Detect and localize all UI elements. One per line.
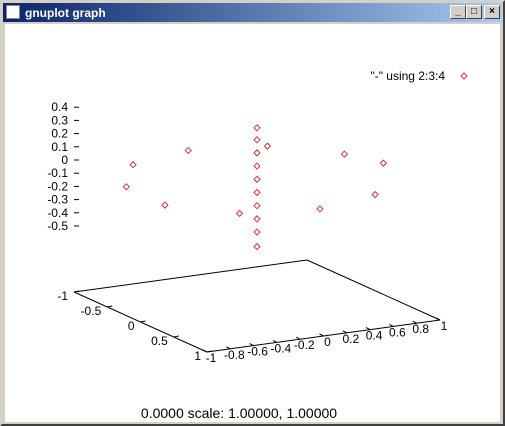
x-tick (202, 349, 208, 353)
data-point (263, 142, 272, 150)
x-tick (295, 336, 301, 340)
data-point (379, 159, 388, 167)
data-point (253, 188, 261, 197)
x-tick (435, 317, 441, 321)
x-tick-label: -1 (206, 351, 217, 365)
y-tick-label: -0.5 (81, 304, 102, 318)
base-edge (73, 259, 308, 293)
y-tick-label: -1 (57, 289, 68, 303)
x-tick (249, 343, 254, 347)
x-tick (319, 333, 324, 337)
base-edge (306, 259, 441, 321)
x-tick-label: 1 (441, 319, 448, 333)
plot-area: 0.0000 scale: 1.00000, 1.00000 -1 -0.8 -0.… (5, 24, 500, 422)
z-tick-label: 0 (61, 153, 68, 167)
z-tick-label: -0.5 (47, 219, 68, 233)
data-point (161, 201, 169, 209)
data-point (340, 150, 349, 158)
y-tick (140, 320, 146, 323)
z-tick-label: 0.3 (51, 113, 68, 127)
x-tick-label: -0.8 (224, 348, 245, 362)
x-tick-label: -0.4 (271, 341, 292, 355)
z-tick-label: -0.1 (47, 166, 68, 180)
x-tick (412, 320, 417, 324)
z-tick-label: 0.1 (51, 140, 68, 154)
y-tick (206, 350, 213, 353)
x-tick (272, 339, 278, 343)
y-tick (173, 335, 179, 338)
x-tick-label: -0.6 (247, 345, 268, 359)
app-icon (6, 5, 20, 19)
x-tick (342, 330, 348, 334)
y-tick-label: 0.5 (151, 334, 168, 348)
data-point (253, 149, 261, 157)
data-point (253, 242, 261, 251)
data-point (371, 190, 379, 199)
data-point (253, 175, 261, 183)
x-tick-label: -0.2 (294, 338, 315, 352)
close-button[interactable]: × (484, 5, 500, 19)
legend-label: "-" using 2:3:4 (370, 69, 445, 83)
data-point (253, 162, 261, 170)
x-tick (389, 323, 394, 327)
x-tick-label: 0.6 (389, 325, 406, 339)
legend-marker (460, 72, 468, 80)
title-bar: gnuplot graph _ □ × (3, 3, 502, 22)
x-tick (226, 346, 231, 350)
data-point (316, 205, 324, 213)
z-tick-label: -0.3 (47, 193, 68, 207)
z-tick-label: 0.4 (51, 100, 68, 114)
data-point (253, 135, 261, 144)
data-point (253, 228, 261, 236)
data-point (253, 124, 261, 132)
data-point (253, 215, 261, 223)
data-point (184, 146, 192, 155)
data-point (235, 209, 244, 218)
data-point (253, 201, 261, 210)
data-point (122, 183, 131, 191)
z-tick-label: -0.4 (47, 206, 68, 220)
status-text: 0.0000 scale: 1.00000, 1.00000 (141, 405, 337, 421)
z-tick-label: 0.2 (51, 127, 68, 141)
chart: 0.0000 scale: 1.00000, 1.00000 -1 -0.8 -0.… (47, 69, 468, 421)
x-tick-label: 0.2 (342, 332, 359, 346)
y-tick (73, 290, 80, 293)
x-tick-label: 0 (324, 335, 331, 349)
x-tick-label: 0.4 (366, 329, 383, 343)
x-tick (365, 327, 371, 331)
x-tick-label: 0.8 (412, 322, 429, 336)
maximize-button[interactable]: □ (466, 5, 482, 19)
z-tick-label: -0.2 (47, 179, 68, 193)
data-point (129, 161, 137, 169)
y-tick (107, 305, 113, 308)
y-tick-label: 1 (194, 349, 201, 363)
y-tick-label: 0 (128, 319, 135, 333)
minimize-button[interactable]: _ (450, 5, 466, 19)
window-title: gnuplot graph (25, 6, 106, 20)
